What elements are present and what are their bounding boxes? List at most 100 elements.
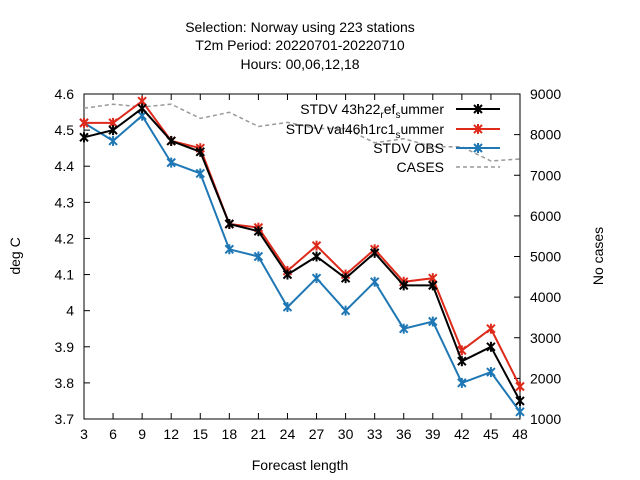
x-tick-label: 3: [80, 426, 88, 442]
y-tick-label: 3.8: [55, 375, 75, 391]
x-tick-label: 24: [280, 426, 296, 442]
data-point: [399, 280, 409, 291]
y-tick-label: 4.1: [55, 267, 75, 283]
x-tick-label: 21: [251, 426, 267, 442]
y2-tick-label: 2000: [530, 370, 561, 386]
data-point: [311, 273, 322, 284]
data-point: [253, 251, 264, 262]
chart-title: Selection: Norway using 223 stations T2m…: [185, 19, 415, 72]
data-point: [457, 356, 467, 367]
legend-entry: CASES: [397, 159, 500, 175]
y2-tick-label: 1000: [530, 411, 561, 427]
legend-label-sub: r: [380, 110, 384, 121]
data-point: [311, 251, 322, 262]
y2-tick-label: 8000: [530, 127, 561, 143]
y2-axis: 1000 2000 3000 4000 5000 6000 7000 8000 9000: [514, 86, 561, 427]
legend-label: CASES: [397, 159, 444, 175]
data-point: [253, 226, 264, 237]
x-tick-label: 6: [109, 426, 117, 442]
y2-axis-label: No cases: [590, 227, 606, 285]
legend-entry: STDV OBS: [373, 140, 500, 156]
data-point: [79, 132, 89, 143]
x-tick-label: 18: [222, 426, 238, 442]
title-line-3: Hours: 00,06,12,18: [240, 56, 359, 72]
data-point: [282, 269, 293, 280]
data-point: [515, 395, 525, 406]
data-point: [486, 323, 496, 334]
legend-label-main: STDV 43h22: [300, 101, 380, 117]
data-point: [108, 135, 118, 146]
x-tick-label: 9: [138, 426, 146, 442]
series-3: [83, 103, 521, 162]
legend-label-sub: s: [395, 130, 400, 141]
data-point: [340, 305, 351, 316]
data-point: [79, 117, 89, 128]
y2-tick-label: 4000: [530, 289, 561, 305]
x-tick-label: 42: [454, 426, 470, 442]
legend-label-tail: ummer: [400, 121, 444, 137]
data-point: [195, 146, 205, 157]
y-axis: 3.7 3.8 3.9 4 4.1 4.2 4.3 4.4 4.5 4.6: [55, 86, 90, 427]
legend-label: STDV val46h1rc1summer: [286, 121, 445, 141]
legend-label-sub: s: [395, 110, 400, 121]
y-tick-label: 4: [66, 303, 74, 319]
y2-tick-label: 9000: [530, 86, 561, 102]
data-point: [340, 273, 351, 284]
series-line: [84, 99, 521, 387]
data-point: [515, 381, 525, 392]
series-layer: [79, 96, 525, 417]
data-point: [282, 302, 293, 313]
series-2: [79, 110, 525, 417]
data-point: [515, 406, 525, 417]
y-axis-label: deg C: [7, 237, 23, 274]
plot-frame: [83, 93, 521, 420]
data-point: [224, 219, 235, 229]
data-point: [195, 168, 205, 179]
data-point: [137, 103, 147, 114]
legend-entry: STDV val46h1rc1summer: [286, 121, 500, 141]
data-point: [399, 323, 409, 334]
legend-label-mid: ef: [384, 101, 396, 117]
data-point: [369, 247, 380, 258]
title-line-2: T2m Period: 20220701-20220710: [195, 37, 405, 53]
legend-label-tail: ummer: [400, 101, 444, 117]
legend-marker: [473, 104, 483, 114]
y-tick-label: 4.2: [55, 230, 75, 246]
series-line: [83, 103, 521, 162]
legend-marker: [473, 143, 483, 153]
y-tick-label: 4.3: [55, 194, 75, 210]
y2-tick-label: 5000: [530, 249, 561, 265]
data-point: [166, 135, 176, 146]
x-tick-label: 33: [367, 426, 383, 442]
y2-tick-label: 3000: [530, 330, 561, 346]
x-axis: 3 6 9 12 15 18 21 24 27 30 33 36 39 42 45 48: [80, 94, 528, 442]
x-axis-label: Forecast length: [252, 457, 349, 473]
data-point: [311, 240, 322, 251]
data-point: [457, 377, 467, 388]
series-line: [83, 114, 521, 413]
y-tick-label: 4.5: [55, 122, 75, 138]
data-point: [486, 367, 496, 378]
x-tick-label: 15: [192, 426, 208, 442]
y-tick-label: 3.9: [55, 339, 75, 355]
data-point: [369, 276, 380, 287]
x-tick-label: 27: [309, 426, 325, 442]
y-tick-label: 4.6: [55, 86, 75, 102]
data-point: [486, 341, 496, 352]
data-point: [108, 125, 118, 136]
x-tick-label: 36: [396, 426, 412, 442]
y-tick-label: 4.4: [55, 158, 75, 174]
title-line-1: Selection: Norway using 223 stations: [185, 19, 415, 35]
x-tick-label: 48: [512, 426, 528, 442]
data-point: [166, 157, 176, 168]
x-tick-label: 45: [483, 426, 499, 442]
data-point: [224, 244, 235, 255]
legend-label-main: CASES: [397, 159, 444, 175]
legend-label: STDV 43h22refsummer: [300, 101, 444, 121]
x-tick-label: 30: [338, 426, 354, 442]
series-line: [83, 107, 521, 402]
legend-marker: [473, 124, 483, 134]
x-tick-label: 12: [163, 426, 179, 442]
